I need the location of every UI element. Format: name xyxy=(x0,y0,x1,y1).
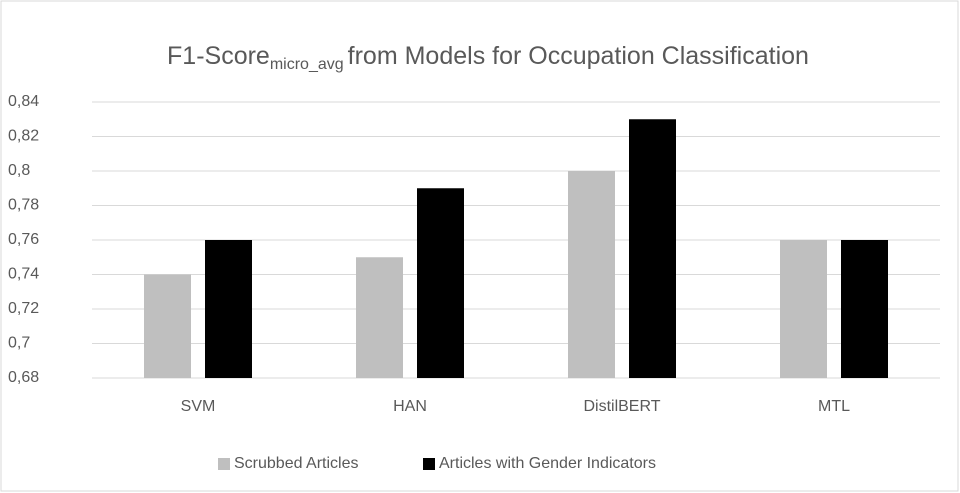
y-tick-label: 0,7 xyxy=(8,335,30,352)
y-tick-label: 0,82 xyxy=(8,128,39,145)
bar xyxy=(417,188,464,378)
y-tick-label: 0,74 xyxy=(8,266,39,283)
bar xyxy=(568,171,615,378)
y-tick-label: 0,68 xyxy=(8,369,39,386)
y-tick-label: 0,84 xyxy=(8,93,39,110)
y-tick-label: 0,8 xyxy=(8,162,30,179)
bar xyxy=(629,119,676,378)
y-tick-label: 0,72 xyxy=(8,300,39,317)
legend-label: Scrubbed Articles xyxy=(234,455,359,472)
legend-swatch xyxy=(218,458,230,470)
legend-swatch xyxy=(423,458,435,470)
y-tick-label: 0,76 xyxy=(8,231,39,248)
bar xyxy=(144,274,191,378)
x-tick-label: MTL xyxy=(818,398,850,415)
bar xyxy=(205,240,252,378)
title-subscript: micro_avg xyxy=(270,56,344,73)
bar xyxy=(356,257,403,378)
legend-label: Articles with Gender Indicators xyxy=(439,455,656,472)
title-suffix: from Models for Occupation Classificatio… xyxy=(348,42,809,70)
bar xyxy=(841,240,888,378)
y-tick-label: 0,78 xyxy=(8,197,39,214)
x-tick-label: SVM xyxy=(181,398,216,415)
x-tick-label: DistilBERT xyxy=(583,398,660,415)
bar xyxy=(780,240,827,378)
chart-title: F1-Scoremicro_avg from Models for Occupat… xyxy=(167,42,809,74)
x-tick-label: HAN xyxy=(393,398,427,415)
title-main: F1-Score xyxy=(167,42,270,70)
